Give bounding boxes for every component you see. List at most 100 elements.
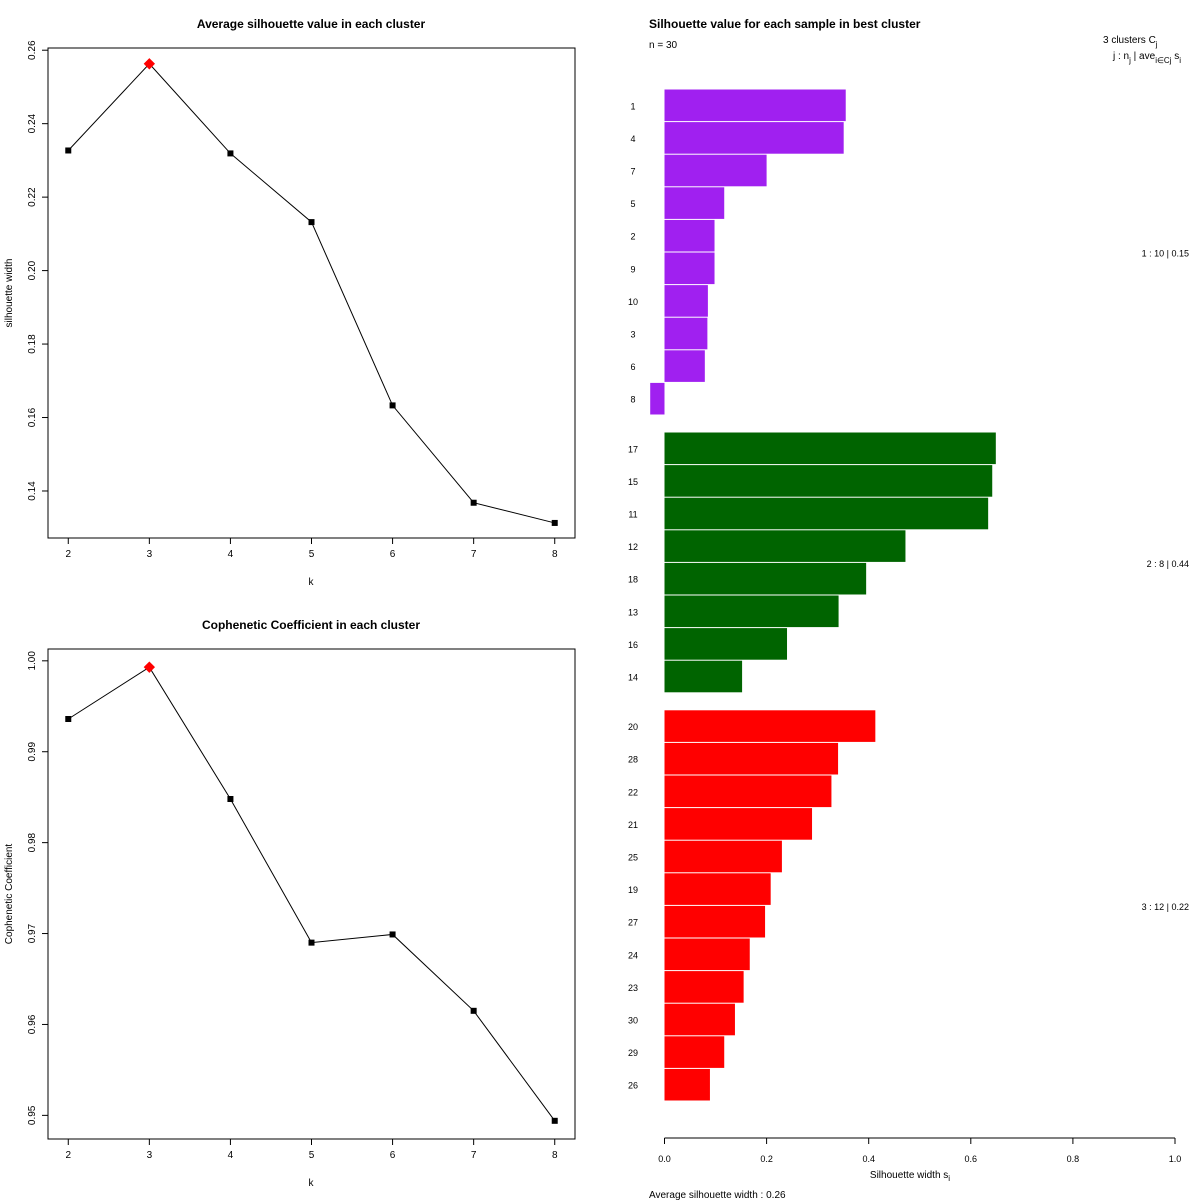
sample-label: 30 bbox=[628, 1016, 638, 1026]
silhouette-bar bbox=[664, 971, 744, 1003]
silhouette-data-point bbox=[389, 402, 396, 409]
silhouette-bar bbox=[664, 808, 813, 840]
silhouette-data-point bbox=[65, 147, 72, 154]
silhouette-width-axis-label: Silhouette width si bbox=[870, 1170, 950, 1183]
silhouette-bar bbox=[664, 742, 839, 775]
silhouette-axis-tick-label: 0.0 bbox=[658, 1154, 671, 1164]
cophenetic-series-line bbox=[67, 666, 556, 1122]
silhouette-y-tick-label: 0.18 bbox=[27, 334, 38, 354]
silhouette-data-point bbox=[551, 519, 558, 526]
sample-label: 22 bbox=[628, 787, 638, 797]
sample-count-label: n = 30 bbox=[649, 40, 678, 51]
sample-label: 18 bbox=[628, 575, 638, 585]
silhouette-bar bbox=[664, 219, 715, 252]
silhouette-x-tick-label: 3 bbox=[147, 549, 153, 560]
silhouette-bar bbox=[664, 122, 844, 154]
cophenetic-chart-title: Cophenetic Coefficient in each cluster bbox=[202, 618, 420, 632]
sample-label: 25 bbox=[628, 853, 638, 863]
cophenetic-axes: 2 3 4 5 6 7 8 0.95 0.96 0.97 0.98 0.99 1.00 bbox=[27, 651, 558, 1161]
silhouette-axis-tick-label: 0.8 bbox=[1067, 1154, 1080, 1164]
silhouette-y-tick-label: 0.26 bbox=[27, 40, 38, 60]
cophenetic-line-chart: Cophenetic Coefficient in each cluster k… bbox=[4, 618, 576, 1189]
silhouette-bar bbox=[664, 938, 750, 971]
silhouette-bar bbox=[664, 628, 788, 660]
silhouette-bar bbox=[664, 317, 708, 350]
cluster-columns-header: j : nj | avei∈Cj si bbox=[1112, 51, 1181, 65]
silhouette-bar bbox=[664, 562, 867, 595]
cophenetic-x-tick-label: 8 bbox=[552, 1150, 558, 1161]
sample-label: 1 bbox=[630, 101, 635, 111]
cophenetic-x-tick-label: 6 bbox=[390, 1150, 396, 1161]
cophenetic-x-tick-label: 5 bbox=[309, 1150, 315, 1161]
sample-label: 3 bbox=[630, 330, 635, 340]
silhouette-bar bbox=[664, 1003, 735, 1036]
silhouette-bar bbox=[664, 660, 743, 693]
silhouette-bar bbox=[664, 710, 876, 742]
sample-label: 5 bbox=[630, 199, 635, 209]
silhouette-x-axis-label: k bbox=[309, 577, 315, 588]
silhouette-chart-title: Average silhouette value in each cluster bbox=[197, 17, 426, 31]
cophenetic-data-point bbox=[470, 1007, 477, 1014]
sample-label: 16 bbox=[628, 640, 638, 650]
silhouette-y-tick-label: 0.16 bbox=[27, 407, 38, 427]
cophenetic-data-point bbox=[308, 939, 315, 946]
silhouette-bar bbox=[664, 89, 846, 122]
silhouette-bar bbox=[664, 285, 708, 317]
silhouette-data-point bbox=[227, 150, 234, 157]
sample-label: 2 bbox=[630, 232, 635, 242]
cophenetic-x-tick-label: 4 bbox=[228, 1150, 234, 1161]
silhouette-data-point bbox=[308, 219, 315, 226]
silhouette-x-tick-label: 4 bbox=[228, 549, 234, 560]
sample-label: 14 bbox=[628, 673, 638, 683]
cophenetic-data-point bbox=[227, 796, 234, 802]
cluster-summary-label: 3 : 12 | 0.22 bbox=[1142, 902, 1189, 912]
sample-label: 8 bbox=[630, 395, 635, 405]
silhouette-data-point bbox=[470, 499, 477, 506]
silhouette-y-tick-label: 0.24 bbox=[27, 114, 38, 134]
silhouette-width-axis: 0.0 0.2 0.4 0.6 0.8 1.0 bbox=[658, 1137, 1181, 1164]
silhouette-bar bbox=[664, 154, 767, 187]
cophenetic-x-tick-label: 7 bbox=[471, 1150, 477, 1161]
silhouette-bar bbox=[664, 252, 715, 285]
silhouette-x-tick-label: 6 bbox=[390, 549, 396, 560]
silhouette-bar bbox=[664, 465, 993, 497]
cluster-summary-label: 2 : 8 | 0.44 bbox=[1147, 559, 1189, 569]
silhouette-bar bbox=[664, 530, 906, 562]
sample-label: 19 bbox=[628, 885, 638, 895]
silhouette-bar bbox=[664, 873, 771, 905]
sample-label: 15 bbox=[628, 477, 638, 487]
silhouette-plot-frame bbox=[47, 47, 576, 539]
silhouette-series-line bbox=[67, 63, 555, 524]
sample-label: 28 bbox=[628, 755, 638, 765]
cophenetic-x-tick-label: 3 bbox=[147, 1150, 153, 1161]
silhouette-bar bbox=[664, 775, 832, 808]
silhouette-bar bbox=[664, 595, 839, 628]
silhouette-bar bbox=[664, 350, 705, 382]
silhouette-axes: 2 3 4 5 6 7 8 0.14 0.16 0.18 0.20 0.22 0.24 0.26 bbox=[27, 40, 558, 560]
silhouette-bar bbox=[664, 187, 725, 219]
silhouette-axis-tick-label: 0.2 bbox=[760, 1154, 773, 1164]
sample-label: 12 bbox=[628, 542, 638, 552]
cophenetic-data-point bbox=[551, 1117, 558, 1124]
silhouette-bar bbox=[664, 497, 989, 530]
silhouette-y-tick-label: 0.14 bbox=[27, 481, 38, 501]
cophenetic-x-axis-label: k bbox=[309, 1178, 315, 1189]
cophenetic-y-tick-label: 0.96 bbox=[27, 1014, 38, 1034]
silhouette-axis-tick-label: 0.6 bbox=[965, 1154, 978, 1164]
sample-label: 27 bbox=[628, 918, 638, 928]
sample-label: 9 bbox=[630, 264, 635, 274]
cophenetic-marks bbox=[65, 661, 558, 1124]
silhouette-x-tick-label: 7 bbox=[471, 549, 477, 560]
cophenetic-y-tick-label: 0.99 bbox=[27, 742, 38, 762]
silhouette-bar-plot: Silhouette value for each sample in best… bbox=[628, 17, 1189, 1200]
sample-label: 23 bbox=[628, 983, 638, 993]
sample-label: 20 bbox=[628, 722, 638, 732]
sample-label: 13 bbox=[628, 607, 638, 617]
silhouette-x-tick-label: 2 bbox=[65, 549, 71, 560]
silhouette-x-tick-label: 8 bbox=[552, 549, 558, 560]
cophenetic-y-tick-label: 0.97 bbox=[27, 923, 38, 943]
cophenetic-y-axis-label: Cophenetic Coefficient bbox=[4, 844, 15, 945]
sample-label: 10 bbox=[628, 297, 638, 307]
